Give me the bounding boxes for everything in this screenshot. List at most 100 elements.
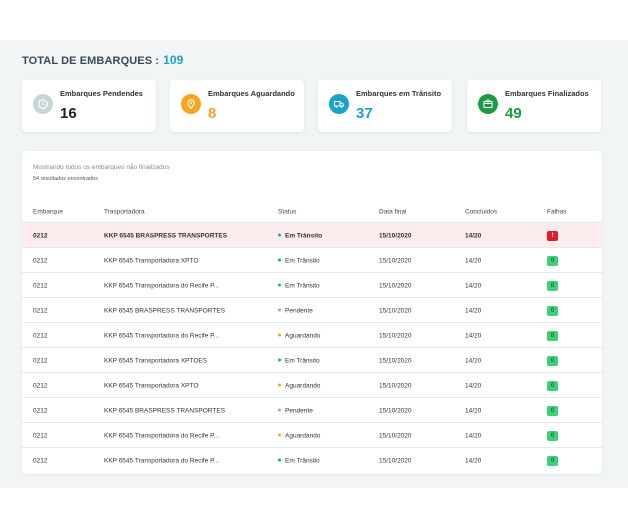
cell-concluidos: 14/20 — [465, 457, 482, 464]
card-title: Embarques Pendendes — [60, 89, 143, 98]
status-dot-icon — [278, 308, 281, 312]
status-dot-icon — [278, 283, 281, 287]
status-label: Em Trânsito — [285, 457, 320, 464]
cell-falhas: 0 — [547, 405, 558, 416]
failures-badge[interactable]: 0 — [547, 280, 558, 291]
status-label: Em Trânsito — [285, 282, 320, 289]
failures-badge[interactable]: 0 — [547, 405, 558, 416]
cell-data-final: 15/10/2020 — [379, 357, 412, 364]
cell-status: Pendente — [278, 307, 313, 314]
cell-status: Em Trânsito — [278, 232, 322, 239]
card-title: Embarques Finalizados — [505, 89, 589, 98]
table-row[interactable]: 0212 KKP 6545 Transportadora do Recife P.… — [22, 422, 602, 448]
status-dot-icon — [278, 233, 281, 237]
failures-badge[interactable]: 0 — [547, 380, 558, 391]
shipments-table: Mostrando todos os embarques não finaliz… — [22, 151, 602, 474]
status-label: Em Trânsito — [285, 232, 323, 239]
failures-badge[interactable]: 0 — [547, 455, 558, 466]
cell-data-final: 15/10/2020 — [379, 407, 412, 414]
table-row[interactable]: 0212 KKP 6545 Transportadora do Recife P.… — [22, 447, 602, 473]
cell-falhas: 0 — [547, 380, 558, 391]
total-count: 109 — [163, 53, 184, 67]
cell-data-final: 15/10/2020 — [379, 432, 412, 439]
card-waiting[interactable]: Embarques Aguardando 8 — [170, 80, 304, 132]
cell-data-final: 15/10/2020 — [379, 282, 412, 289]
failures-badge[interactable]: 0 — [547, 255, 558, 266]
cell-falhas: 0 — [547, 280, 558, 291]
cell-concluidos: 14/20 — [465, 357, 482, 364]
card-value: 49 — [505, 105, 522, 122]
status-dot-icon — [278, 408, 281, 412]
cell-data-final: 15/10/2020 — [379, 257, 412, 264]
card-value: 37 — [356, 105, 373, 122]
table-row[interactable]: 0212 KKP 6545 Transportadora XPTO Aguardan… — [22, 372, 602, 398]
cell-falhas: ! — [547, 230, 558, 241]
cell-concluidos: 14/20 — [465, 232, 482, 239]
cell-concluidos: 14/20 — [465, 332, 482, 339]
table-row[interactable]: 0212 KKP 6545 BRASPRESS TRANSPORTES Penden… — [22, 397, 602, 423]
cell-status: Pendente — [278, 407, 313, 414]
failures-badge[interactable]: 0 — [547, 355, 558, 366]
status-label: Em Trânsito — [285, 257, 320, 264]
cell-transportadora: KKP 6545 BRASPRESS TRANSPORTES — [104, 232, 228, 239]
cell-data-final: 15/10/2020 — [379, 307, 412, 314]
cell-status: Aguardando — [278, 432, 320, 439]
status-dot-icon — [278, 358, 281, 362]
header-concluidos[interactable]: Concluidos — [465, 208, 498, 216]
cell-data-final: 15/10/2020 — [379, 457, 412, 464]
table-row[interactable]: 0212 KKP 6545 Transportadora XPTOES Em Trâ… — [22, 347, 602, 373]
cell-embarque: 0212 — [33, 282, 48, 289]
header-transportadora[interactable]: Trasportadora — [104, 208, 145, 216]
status-dot-icon — [278, 258, 281, 262]
status-dot-icon — [278, 383, 281, 387]
card-title: Embarques em Trânsito — [356, 89, 442, 98]
cell-concluidos: 14/20 — [465, 282, 482, 289]
table-row[interactable]: 0212 KKP 6545 BRASPRESS TRANSPORTES Em Trâ… — [22, 222, 602, 248]
clock-icon — [33, 94, 53, 114]
cell-falhas: 0 — [547, 455, 558, 466]
card-finished[interactable]: Embarques Finalizados 49 — [467, 80, 601, 132]
cell-embarque: 0212 — [33, 257, 48, 264]
card-value: 8 — [208, 105, 217, 122]
header-falhas[interactable]: Falhas — [547, 208, 567, 216]
failures-badge[interactable]: ! — [547, 230, 558, 241]
cell-transportadora: KKP 6545 BRASPRESS TRANSPORTES — [104, 407, 226, 414]
truck-icon — [329, 94, 349, 114]
card-in-transit[interactable]: Embarques em Trânsito 37 — [318, 80, 452, 132]
cell-concluidos: 14/20 — [465, 407, 482, 414]
status-label: Aguardando — [285, 432, 321, 439]
cell-transportadora: KKP 6545 Transportadora do Recife P... — [104, 457, 220, 464]
status-label: Pendente — [285, 407, 313, 414]
cell-concluidos: 14/20 — [465, 432, 482, 439]
cell-falhas: 0 — [547, 330, 558, 341]
cell-data-final: 15/10/2020 — [379, 382, 412, 389]
cell-data-final: 15/10/2020 — [379, 232, 412, 239]
header-data-final[interactable]: Data final — [379, 208, 407, 216]
card-pending[interactable]: Embarques Pendendes 16 — [22, 80, 156, 132]
status-label: Em Trânsito — [285, 357, 320, 364]
cell-falhas: 0 — [547, 255, 558, 266]
failures-badge[interactable]: 0 — [547, 430, 558, 441]
results-count: 54 resultados encontrados — [33, 176, 98, 182]
cell-status: Em Trânsito — [278, 282, 320, 289]
failures-badge[interactable]: 0 — [547, 305, 558, 316]
header-status[interactable]: Status — [278, 208, 297, 216]
cell-concluidos: 14/20 — [465, 382, 482, 389]
cell-status: Aguardando — [278, 382, 320, 389]
header-embarque[interactable]: Embarque — [33, 208, 63, 216]
table-row[interactable]: 0212 KKP 6545 Transportadora do Recife P.… — [22, 272, 602, 298]
cell-status: Em Trânsito — [278, 457, 320, 464]
table-row[interactable]: 0212 KKP 6545 BRASPRESS TRANSPORTES Penden… — [22, 297, 602, 323]
package-icon — [478, 94, 498, 114]
cell-data-final: 15/10/2020 — [379, 332, 412, 339]
cell-transportadora: KKP 6545 BRASPRESS TRANSPORTES — [104, 307, 226, 314]
cell-embarque: 0212 — [33, 457, 48, 464]
cell-status: Aguardando — [278, 332, 320, 339]
status-dot-icon — [278, 458, 281, 462]
status-label: Aguardando — [285, 382, 321, 389]
table-row[interactable]: 0212 KKP 6545 Transportadora do Recife P.… — [22, 322, 602, 348]
failures-badge[interactable]: 0 — [547, 330, 558, 341]
cell-transportadora: KKP 6545 Transportadora do Recife P... — [104, 432, 220, 439]
table-row[interactable]: 0212 KKP 6545 Transportadora XPTO Em Trâns… — [22, 247, 602, 273]
cell-concluidos: 14/20 — [465, 257, 482, 264]
